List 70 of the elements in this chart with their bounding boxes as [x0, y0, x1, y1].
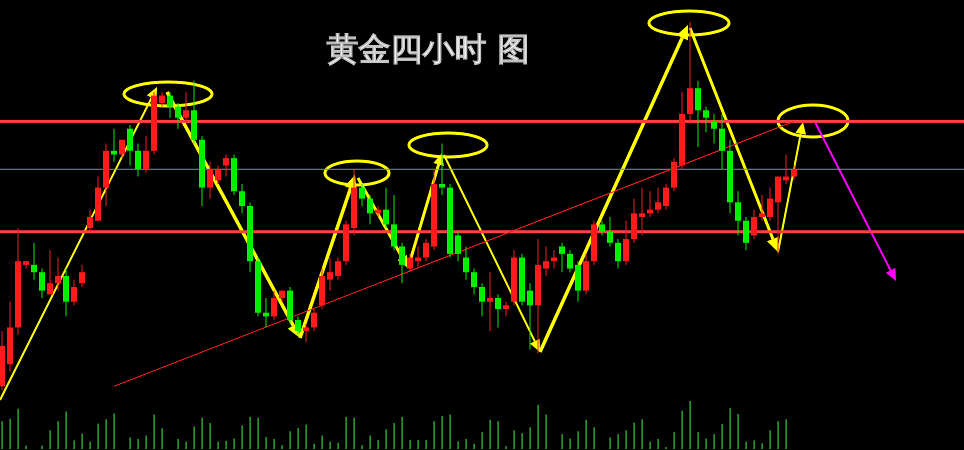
candlestick [207, 161, 213, 200]
candlestick [791, 165, 797, 181]
candlestick [71, 279, 77, 306]
candlestick [87, 209, 93, 232]
candlestick [735, 190, 741, 236]
candlestick [647, 190, 653, 218]
candlestick [783, 154, 789, 184]
candlestick [743, 216, 749, 251]
candlestick [655, 187, 661, 214]
candlestick [375, 206, 381, 218]
candlestick [167, 91, 173, 118]
candlestick [47, 250, 53, 295]
candlestick [503, 301, 509, 317]
candlestick [607, 216, 613, 247]
candlestick [303, 323, 309, 343]
candlestick [335, 257, 341, 280]
candlestick [55, 257, 61, 292]
candlestick [295, 316, 301, 336]
candlestick [479, 282, 485, 317]
candlestick [615, 238, 621, 270]
candlestick [239, 183, 245, 214]
candlestick [751, 209, 757, 240]
candlestick [599, 220, 605, 236]
candlestick [695, 80, 701, 148]
candlestick [111, 128, 117, 162]
chart-title: 黄金四小时 图 [326, 30, 530, 68]
candlestick [79, 264, 85, 288]
candlestick [399, 242, 405, 284]
candlestick [279, 290, 285, 302]
candlestick [487, 272, 493, 332]
candlestick [471, 268, 477, 295]
candlestick [551, 250, 557, 270]
candlestick [439, 142, 445, 196]
candlestick [39, 268, 45, 298]
candlestick [391, 194, 397, 251]
candlestick [159, 91, 165, 108]
candlestick [463, 246, 469, 280]
candlestick [263, 298, 269, 328]
candlestick [455, 231, 461, 262]
candlestick [767, 187, 773, 222]
candlestick [711, 114, 717, 144]
candlestick [383, 187, 389, 229]
candlestick [127, 124, 133, 166]
candlestick [703, 106, 709, 133]
candlestick [359, 183, 365, 206]
candlestick [423, 238, 429, 262]
candlestick [639, 187, 645, 236]
candlestick [311, 308, 317, 332]
candlestick [223, 154, 229, 178]
candlestick [543, 246, 549, 276]
candlestick [215, 165, 221, 184]
candlestick [527, 282, 533, 350]
candlestick [623, 220, 629, 266]
candlestick [719, 114, 725, 170]
candlestick [143, 136, 149, 174]
candlestick [119, 139, 125, 159]
candlestick [367, 194, 373, 225]
candlestick [175, 102, 181, 130]
candlestick [135, 142, 141, 178]
candlestick [415, 246, 421, 270]
candlestick [759, 194, 765, 222]
candlestick [31, 242, 37, 280]
candlestick [271, 290, 277, 321]
candlestick [327, 257, 333, 292]
candlestick [663, 183, 669, 210]
candlestick [407, 253, 413, 273]
candlestick [183, 91, 189, 122]
candlestick [567, 250, 573, 273]
candlestick [495, 294, 501, 328]
candlestick [559, 242, 565, 273]
